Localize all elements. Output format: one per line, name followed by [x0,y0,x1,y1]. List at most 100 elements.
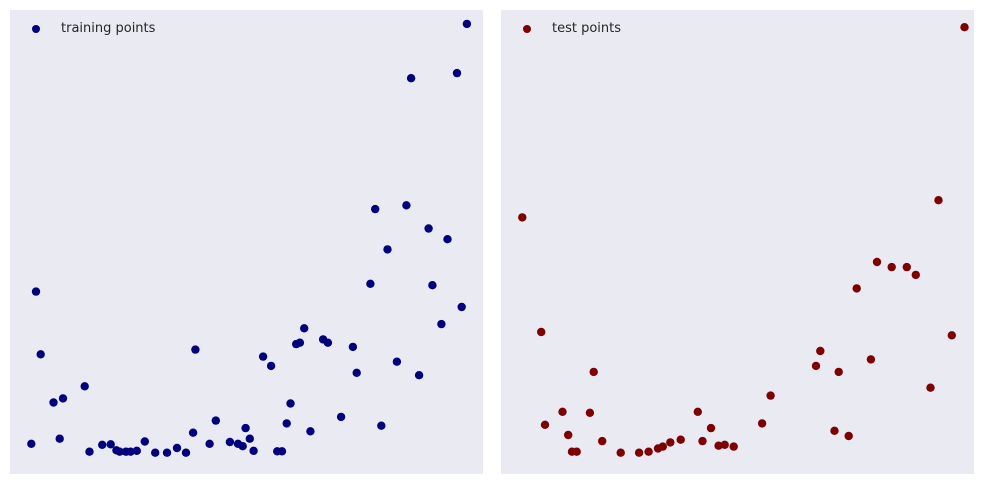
training-point [437,319,446,329]
training-point [58,394,68,403]
test-point [887,262,896,272]
test-point [960,23,969,32]
training-point [241,423,250,433]
test-points-marks [518,23,969,457]
training-point [366,279,375,288]
training-point [126,447,135,456]
test-point [911,270,920,280]
training-point [462,19,472,29]
training-point [443,235,452,244]
training-point [249,446,258,455]
test-point [766,391,775,400]
training-point [55,434,64,443]
training-point [106,440,115,449]
test-point [616,448,625,457]
test-point [706,423,716,433]
training-point [377,421,386,430]
training-point [98,440,107,449]
training-point [452,68,462,78]
test-point [729,442,738,451]
training-point [402,201,411,210]
test-points-panel: test points [501,10,974,474]
training-point [323,338,333,347]
test-point [558,407,567,416]
training-point [300,324,309,333]
training-point [132,446,141,455]
test-point [852,284,861,293]
test-plot-area [501,10,974,474]
test-point [634,448,644,457]
test-point [676,435,685,444]
test-point [844,431,853,441]
training-point [140,437,149,446]
training-point [49,398,58,407]
training-points-panel: training points [10,10,483,474]
training-point [31,287,41,296]
training-point [115,447,124,456]
test-point [537,327,546,337]
test-point [947,331,956,340]
training-point [258,352,268,361]
training-point [392,357,402,366]
training-point [295,338,305,347]
training-point [414,371,424,380]
test-point [757,419,767,428]
training-legend: training points [32,21,156,36]
test-point [658,442,667,451]
training-point [245,434,254,443]
test-point [811,361,821,371]
test-legend-marker [523,25,531,33]
training-point [383,245,392,254]
training-point [371,204,380,214]
training-point [181,448,191,457]
training-point [27,439,36,448]
test-point [693,407,702,416]
test-point [902,262,911,272]
test-point [830,426,839,435]
test-point [518,213,527,222]
training-points-marks [27,19,472,457]
training-point [457,302,466,312]
test-point [720,440,729,449]
training-point [188,428,198,437]
training-point [348,342,358,352]
test-point [644,447,653,456]
test-point [816,346,825,356]
training-point [36,350,45,359]
training-point [428,281,437,290]
training-point [266,361,276,371]
training-point [238,442,247,451]
test-point [926,383,935,392]
test-point [572,447,581,456]
test-point [872,257,882,267]
training-point [85,447,94,456]
training-plot-area [10,10,483,474]
test-point [598,436,607,446]
training-point [225,437,235,447]
training-point [211,416,220,425]
test-point [866,355,876,364]
training-point [306,427,315,436]
training-point [352,368,361,377]
test-point [698,436,707,446]
test-legend-label: test points [552,21,621,36]
test-point [540,420,550,429]
training-point [172,443,182,453]
test-point [585,408,595,417]
training-point [286,399,295,408]
test-legend: test points [523,21,621,36]
training-point [162,448,172,457]
test-point [564,430,573,440]
test-point [934,196,943,205]
training-point [151,448,160,457]
training-point [282,419,291,428]
training-point [336,412,346,422]
training-point [205,439,214,448]
training-point [277,447,287,456]
test-point [666,438,675,447]
training-legend-label: training points [61,21,156,36]
training-point [191,345,200,354]
training-point [424,224,433,233]
test-point [834,367,843,377]
